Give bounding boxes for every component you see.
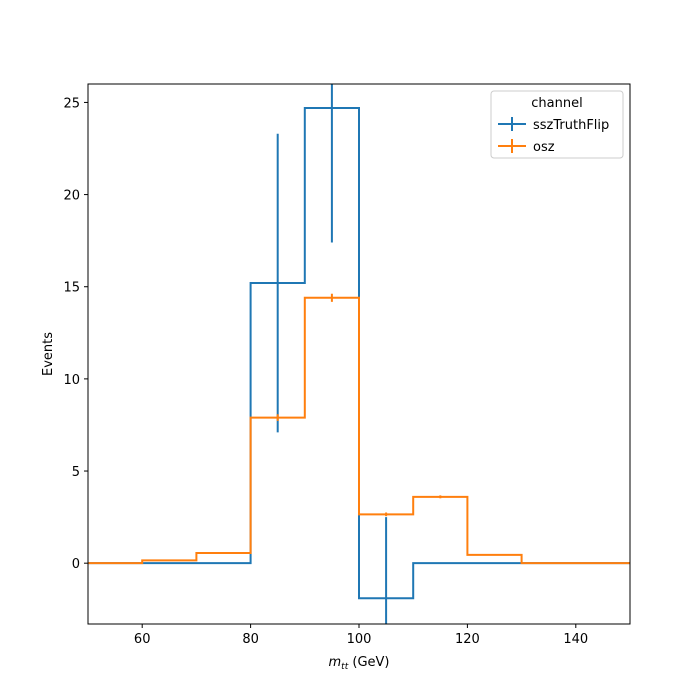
y-axis-label: Events xyxy=(41,332,56,376)
legend-label-osz: osz xyxy=(533,140,555,155)
y-tick-label: 20 xyxy=(63,189,80,204)
y-tick-label: 0 xyxy=(72,557,80,572)
y-tick-label: 10 xyxy=(63,373,80,388)
x-tick-label: 100 xyxy=(347,632,372,647)
x-tick-label: 60 xyxy=(134,632,151,647)
axis-ticks: 60 80 100 120 140 0 5 10 15 20 25 xyxy=(63,96,588,647)
x-axis-label: mtt (GeV) xyxy=(329,655,390,672)
legend-box xyxy=(490,90,624,159)
series-step-sszTruthFlip xyxy=(88,106,630,600)
plot-area xyxy=(88,84,630,624)
y-tick-label: 15 xyxy=(63,281,80,296)
legend-label-sszTruthFlip: sszTruthFlip xyxy=(533,118,609,133)
y-tick-label: 25 xyxy=(63,96,80,111)
legend-title: channel xyxy=(531,96,582,111)
x-tick-label: 120 xyxy=(455,632,480,647)
plot-frame xyxy=(87,83,631,625)
legend: channel sszTruthFlip osz xyxy=(490,90,624,159)
x-tick-label: 140 xyxy=(563,632,588,647)
y-tick-label: 5 xyxy=(72,465,80,480)
series-step-osz xyxy=(88,296,630,565)
x-tick-label: 80 xyxy=(242,632,259,647)
